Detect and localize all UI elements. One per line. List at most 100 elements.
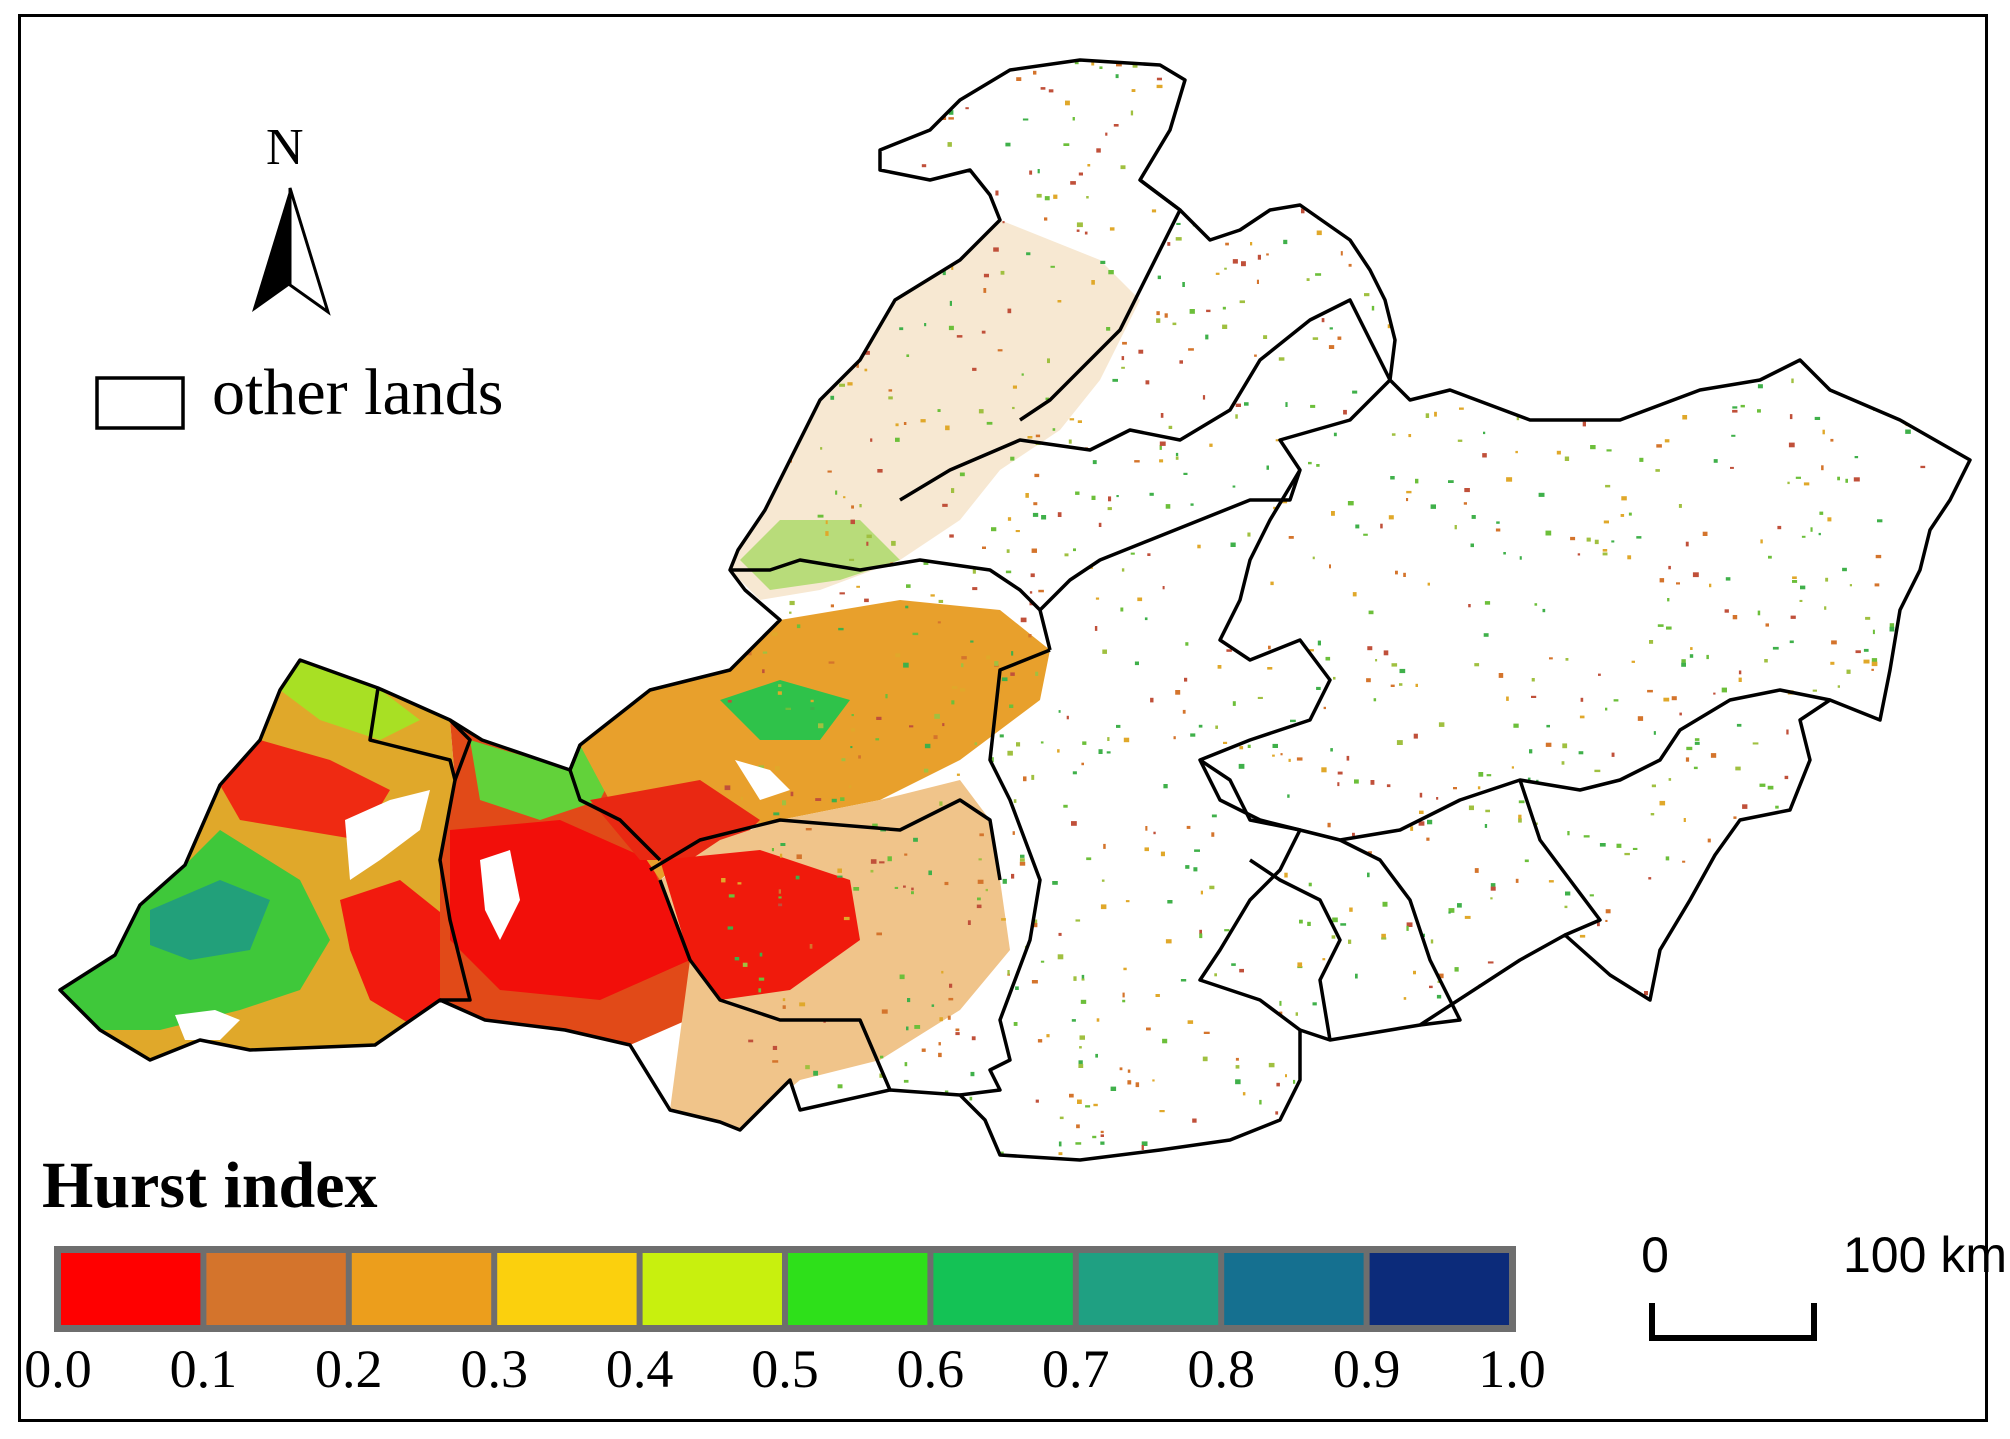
stipple-dot xyxy=(872,823,878,828)
stipple-dot xyxy=(1100,1134,1104,1137)
stipple-dot xyxy=(927,223,931,227)
stipple-dot xyxy=(1381,937,1387,940)
stipple-dot xyxy=(1071,821,1077,826)
stipple-dot xyxy=(1650,1039,1656,1043)
stipple-dot xyxy=(1340,923,1347,926)
stipple-dot xyxy=(1325,656,1331,661)
stipple-dot xyxy=(1254,354,1257,357)
stipple-dot xyxy=(1867,768,1874,771)
stipple-dot xyxy=(1002,221,1005,224)
stipple-dot xyxy=(1436,797,1439,800)
stipple-dot xyxy=(936,218,942,221)
other-land-patch xyxy=(175,1010,240,1040)
stipple-dot xyxy=(1141,1141,1148,1146)
stipple-dot xyxy=(1768,983,1773,989)
stipple-dot xyxy=(1631,660,1635,663)
stipple-dot xyxy=(952,1099,957,1103)
stipple-dot xyxy=(1872,1078,1878,1082)
stipple-dot xyxy=(1492,1059,1497,1063)
stipple-dot xyxy=(1794,947,1798,950)
stipple-dot xyxy=(1123,737,1130,743)
stipple-dot xyxy=(1676,582,1680,585)
stipple-dot xyxy=(1667,598,1670,602)
stipple-dot xyxy=(1280,753,1283,756)
stipple-dot xyxy=(820,447,823,450)
stipple-dot xyxy=(1956,834,1961,838)
stipple-dot xyxy=(1343,1053,1348,1057)
stipple-dot xyxy=(1418,382,1423,388)
stipple-dot xyxy=(1740,182,1744,185)
stipple-dot xyxy=(1821,465,1824,471)
stipple-dot xyxy=(1514,267,1520,270)
stipple-dot xyxy=(1150,697,1154,703)
stipple-dot xyxy=(1851,972,1858,977)
stipple-dot xyxy=(1448,911,1451,914)
stipple-dot xyxy=(1884,97,1890,102)
stipple-dot xyxy=(1438,722,1445,727)
stipple-dot xyxy=(954,179,959,183)
stipple-dot xyxy=(1789,414,1793,420)
stipple-dot xyxy=(765,141,769,147)
stipple-dot xyxy=(1299,919,1303,924)
stipple-dot xyxy=(1022,118,1029,121)
stipple-dot xyxy=(1001,918,1006,921)
stipple-dot xyxy=(971,1036,976,1041)
stipple-dot xyxy=(1388,83,1393,89)
stipple-dot xyxy=(1387,324,1392,329)
stipple-dot xyxy=(1734,123,1740,126)
stipple-dot xyxy=(1554,288,1561,292)
stipple-dot xyxy=(1594,539,1599,545)
colorbar-tick-label: 0.7 xyxy=(1042,1339,1110,1399)
stipple-dot xyxy=(1179,360,1183,364)
stipple-dot xyxy=(1250,242,1253,246)
stipple-dot xyxy=(1827,517,1832,522)
stipple-dot xyxy=(1091,495,1096,500)
stipple-dot xyxy=(1951,71,1955,76)
stipple-dot xyxy=(1448,480,1454,483)
stipple-dot xyxy=(1726,110,1731,115)
stipple-dot xyxy=(1941,1010,1947,1015)
stipple-dot xyxy=(1602,552,1608,556)
stipple-dot xyxy=(1149,492,1154,496)
stipple-dot xyxy=(1651,784,1656,788)
stipple-dot xyxy=(1005,142,1011,147)
stipple-dot xyxy=(1902,942,1907,946)
stipple-dot xyxy=(1872,1089,1878,1093)
stipple-dot xyxy=(1030,573,1035,578)
stipple-dot xyxy=(1731,873,1737,879)
stipple-dot xyxy=(1863,659,1870,664)
stipple-dot xyxy=(1716,377,1720,380)
stipple-dot xyxy=(1215,272,1220,275)
stipple-dot xyxy=(1909,750,1916,753)
stipple-dot xyxy=(1390,684,1395,687)
west-lime-zone xyxy=(280,660,420,740)
stipple-dot xyxy=(1237,148,1242,152)
stipple-dot xyxy=(853,1102,856,1106)
stipple-dot xyxy=(772,1045,778,1050)
stipple-dot xyxy=(1824,606,1827,610)
stipple-dot xyxy=(741,344,745,347)
stipple-dot xyxy=(1375,659,1378,662)
stipple-dot xyxy=(1091,280,1095,285)
stipple-dot xyxy=(1474,868,1479,873)
stipple-dot xyxy=(738,203,742,207)
stipple-dot xyxy=(1147,553,1151,556)
stipple-dot xyxy=(1011,651,1014,656)
colorbar-swatch xyxy=(497,1253,637,1325)
stipple-dot xyxy=(1052,881,1058,885)
stipple-dot xyxy=(1677,101,1684,106)
stipple-dot xyxy=(1211,814,1217,818)
stipple-dot xyxy=(789,600,795,606)
stipple-dot xyxy=(1579,715,1585,719)
stipple-dot xyxy=(941,970,944,974)
stipple-dot xyxy=(1515,450,1518,454)
stipple-dot xyxy=(1543,141,1546,146)
stipple-dot xyxy=(1812,689,1817,692)
stipple-dot xyxy=(906,1026,909,1031)
stipple-dot xyxy=(1159,459,1164,463)
stipple-dot xyxy=(1081,974,1085,980)
stipple-dot xyxy=(948,997,954,1001)
stipple-dot xyxy=(881,1009,888,1014)
stipple-dot xyxy=(1833,799,1837,804)
stipple-dot xyxy=(782,800,787,806)
